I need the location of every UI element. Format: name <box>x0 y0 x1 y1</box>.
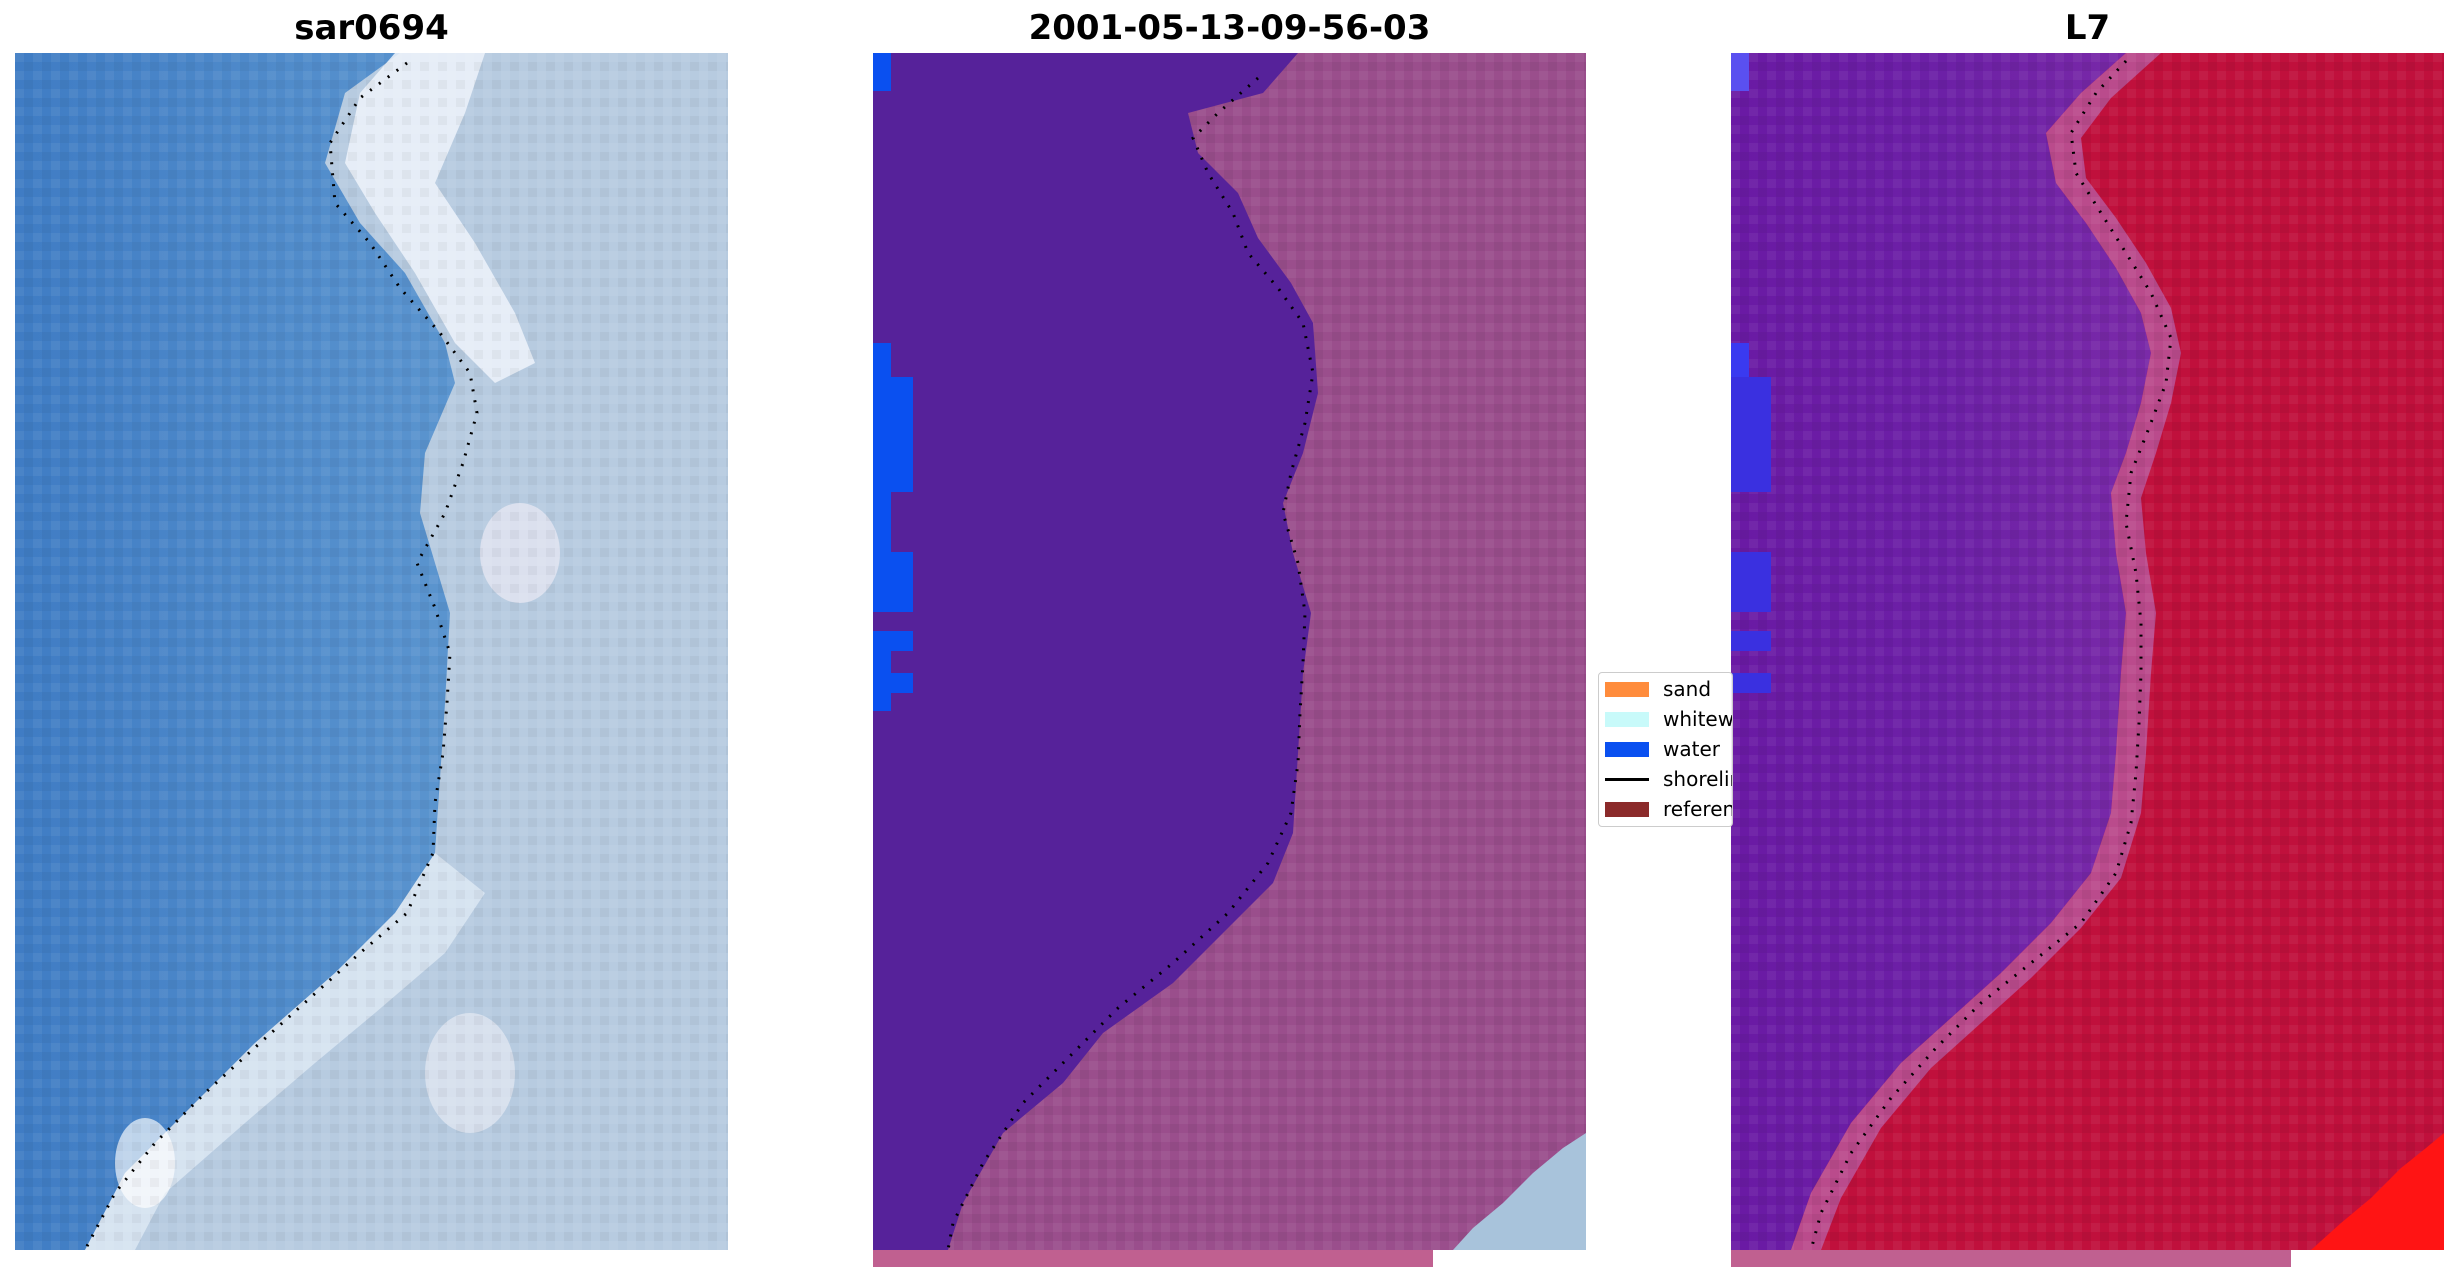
legend-item-reference: reference <box>1605 795 1732 823</box>
panel-title-1: sar0694 <box>294 8 449 48</box>
water-pixels <box>873 53 891 91</box>
legend-item-water: water <box>1605 735 1720 763</box>
legend-label: shoreline <box>1663 767 1732 791</box>
classified-image-panel <box>873 53 1586 1250</box>
water-pixels <box>1731 53 1749 91</box>
reference-strip-2 <box>873 1250 1433 1267</box>
shoreline-line-swatch <box>1605 777 1649 781</box>
reference-swatch <box>1605 801 1649 817</box>
index-image-panel <box>1731 53 2444 1250</box>
water-area <box>873 53 1318 1250</box>
land-corner <box>1453 1133 1586 1250</box>
legend-item-sand: sand <box>1605 675 1711 703</box>
bright-corner <box>2311 1133 2444 1250</box>
shoreline-dots <box>946 76 1315 1250</box>
legend: sand whitewater water shoreline referenc… <box>1598 672 1733 827</box>
legend-label: water <box>1663 737 1720 761</box>
water-swatch <box>1605 741 1649 757</box>
rgb-image-panel <box>15 53 728 1250</box>
legend-item-whitewater: whitewater <box>1605 705 1733 733</box>
panel-title-3: L7 <box>2064 8 2111 48</box>
legend-label: sand <box>1663 677 1712 701</box>
panel-title-2: 2001-05-13-09-56-03 <box>1028 8 1431 48</box>
legend-item-shoreline: shoreline <box>1605 765 1732 793</box>
reference-strip-3 <box>1731 1250 2291 1267</box>
legend-label: whitewater <box>1663 707 1733 731</box>
legend-label: reference <box>1663 797 1732 821</box>
whitewater-swatch <box>1605 711 1649 727</box>
sand-swatch <box>1605 681 1649 697</box>
